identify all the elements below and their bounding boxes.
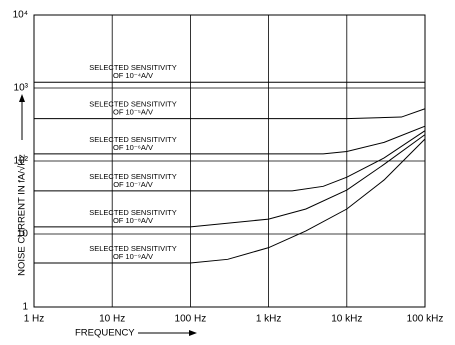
x-tick-label: 100 Hz	[175, 314, 207, 325]
x-tick-label: 1 Hz	[24, 314, 45, 325]
sensitivity-label: OF 10⁻⁴A/V	[113, 71, 153, 80]
x-axis-label: FREQUENCY	[75, 328, 135, 339]
sensitivity-label: SELECTED SENSITIVITY	[89, 63, 177, 72]
y-tick-label: 10	[17, 229, 29, 240]
x-tick-label: 10 Hz	[99, 314, 125, 325]
noise-curve	[34, 125, 426, 155]
y-arrow-head	[19, 94, 25, 102]
sensitivity-label: OF 10⁻⁶A/V	[113, 143, 153, 152]
x-tick-label: 1 kHz	[256, 314, 282, 325]
noise-curve	[34, 130, 426, 192]
y-tick-label: 10⁴	[13, 10, 28, 21]
noise-curve	[34, 108, 426, 120]
sensitivity-label: SELECTED SENSITIVITY	[89, 244, 177, 253]
y-tick-label: 10³	[14, 83, 29, 94]
sensitivity-label: OF 10⁻⁵A/V	[113, 108, 153, 117]
sensitivity-label: SELECTED SENSITIVITY	[89, 100, 177, 109]
x-tick-label: 100 kHz	[407, 314, 444, 325]
sensitivity-label: SELECTED SENSITIVITY	[89, 172, 177, 181]
sensitivity-label: OF 10⁻⁷A/V	[113, 180, 153, 189]
y-axis-label: NOISE CURRENT IN fA/√Hz	[17, 154, 28, 276]
sensitivity-label: SELECTED SENSITIVITY	[89, 135, 177, 144]
sensitivity-label: OF 10⁻⁸A/V	[113, 216, 153, 225]
x-tick-label: 10 kHz	[331, 314, 362, 325]
y-tick-label: 10²	[14, 156, 29, 167]
noise-curve	[34, 134, 426, 228]
sensitivity-label: OF 10⁻⁹A/V	[113, 252, 153, 261]
y-tick-label: 1	[22, 302, 28, 313]
noise-curve	[34, 138, 426, 264]
x-arrow-head	[189, 330, 197, 336]
sensitivity-label: SELECTED SENSITIVITY	[89, 208, 177, 217]
